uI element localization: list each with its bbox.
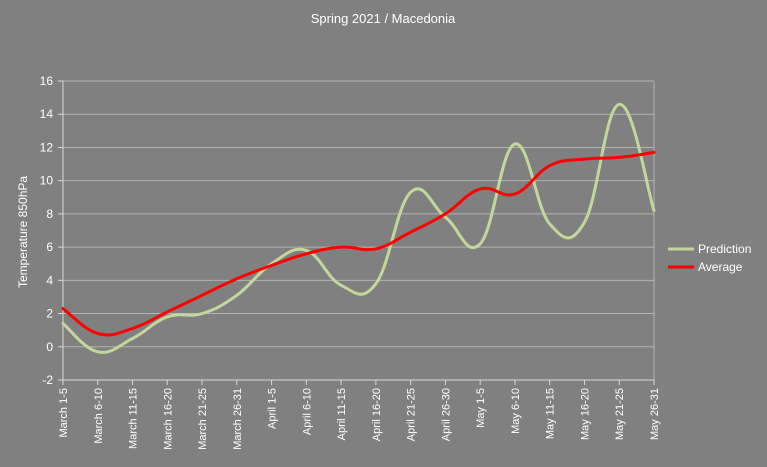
y-tick-label: -2 — [42, 373, 53, 387]
x-tick-label: May 21-25 — [614, 388, 626, 440]
x-tick-label: May 16-20 — [579, 388, 591, 440]
legend-label-average: Average — [698, 260, 743, 274]
data-point-prediction — [374, 282, 377, 285]
y-tick-label: 16 — [40, 74, 54, 88]
data-point-prediction — [131, 337, 134, 340]
x-tick-label: April 6-10 — [301, 388, 313, 435]
y-tick-label: 0 — [46, 340, 53, 354]
data-point-prediction — [340, 284, 343, 287]
plot-area: -2 0 2 4 6 8 10 12 14 16 March 1-5 March 6-10 March … — [40, 74, 661, 450]
x-tick-label: May 1-5 — [475, 388, 487, 428]
x-tick-label: March 16-20 — [162, 388, 174, 450]
data-point-average — [479, 187, 482, 190]
data-point-average — [583, 158, 586, 161]
data-point-average — [374, 247, 377, 250]
series-line-prediction — [61, 102, 656, 354]
data-point-average — [270, 264, 273, 267]
data-point-average — [653, 151, 656, 154]
data-point-average — [409, 231, 412, 234]
y-tick-label: 4 — [46, 273, 53, 287]
data-point-prediction — [618, 103, 621, 106]
x-tick-label: March 6-10 — [93, 388, 105, 444]
data-point-prediction — [653, 209, 656, 212]
x-tick-label: April 21-25 — [406, 388, 418, 441]
data-point-average — [166, 310, 169, 313]
x-tick-label: March 1-5 — [58, 388, 70, 438]
data-point-prediction — [513, 143, 516, 146]
y-axis-label: Temperature 850hPa — [16, 176, 30, 288]
data-point-average — [62, 307, 65, 310]
x-tick-label: April 11-15 — [336, 388, 348, 440]
data-point-prediction — [166, 315, 169, 318]
data-point-prediction — [409, 191, 412, 194]
data-point-prediction — [201, 312, 204, 315]
x-tick-label: May 11-15 — [545, 388, 557, 439]
y-tick-label: 10 — [40, 174, 54, 188]
series-line-average — [61, 150, 656, 337]
x-tick-label: March 21-25 — [197, 388, 209, 450]
chart-title: Spring 2021 / Macedonia — [311, 11, 456, 26]
data-point-average — [235, 277, 238, 280]
data-point-average — [201, 294, 204, 297]
data-point-prediction — [548, 222, 551, 225]
x-tick-label: March 26-31 — [232, 388, 244, 450]
x-tick-label: April 26-30 — [440, 388, 452, 441]
data-point-prediction — [479, 242, 482, 245]
data-point-average — [444, 212, 447, 215]
legend: Prediction Average — [668, 242, 751, 274]
x-tick-label: May 26-31 — [649, 388, 661, 440]
x-tick-label: April 1-5 — [267, 388, 279, 429]
y-tick-label: 8 — [46, 207, 53, 221]
data-point-prediction — [96, 350, 99, 353]
y-tick-label: 12 — [40, 140, 54, 154]
data-point-average — [340, 246, 343, 249]
data-point-average — [513, 192, 516, 195]
data-point-average — [305, 252, 308, 255]
y-tick-label: 14 — [40, 107, 54, 121]
x-tick-label: March 11-15 — [128, 388, 140, 449]
data-point-average — [618, 156, 621, 159]
x-tick-label: April 16-20 — [371, 388, 383, 441]
x-tick-label: May 6-10 — [510, 388, 522, 434]
data-point-average — [548, 164, 551, 167]
data-point-prediction — [235, 294, 238, 297]
legend-label-prediction: Prediction — [698, 242, 751, 256]
y-tick-label: 6 — [46, 240, 53, 254]
data-point-prediction — [305, 249, 308, 252]
data-point-average — [131, 327, 134, 330]
data-point-prediction — [583, 221, 586, 224]
y-tick-label: 2 — [46, 307, 53, 321]
data-point-prediction — [62, 322, 65, 325]
data-point-average — [96, 332, 99, 335]
